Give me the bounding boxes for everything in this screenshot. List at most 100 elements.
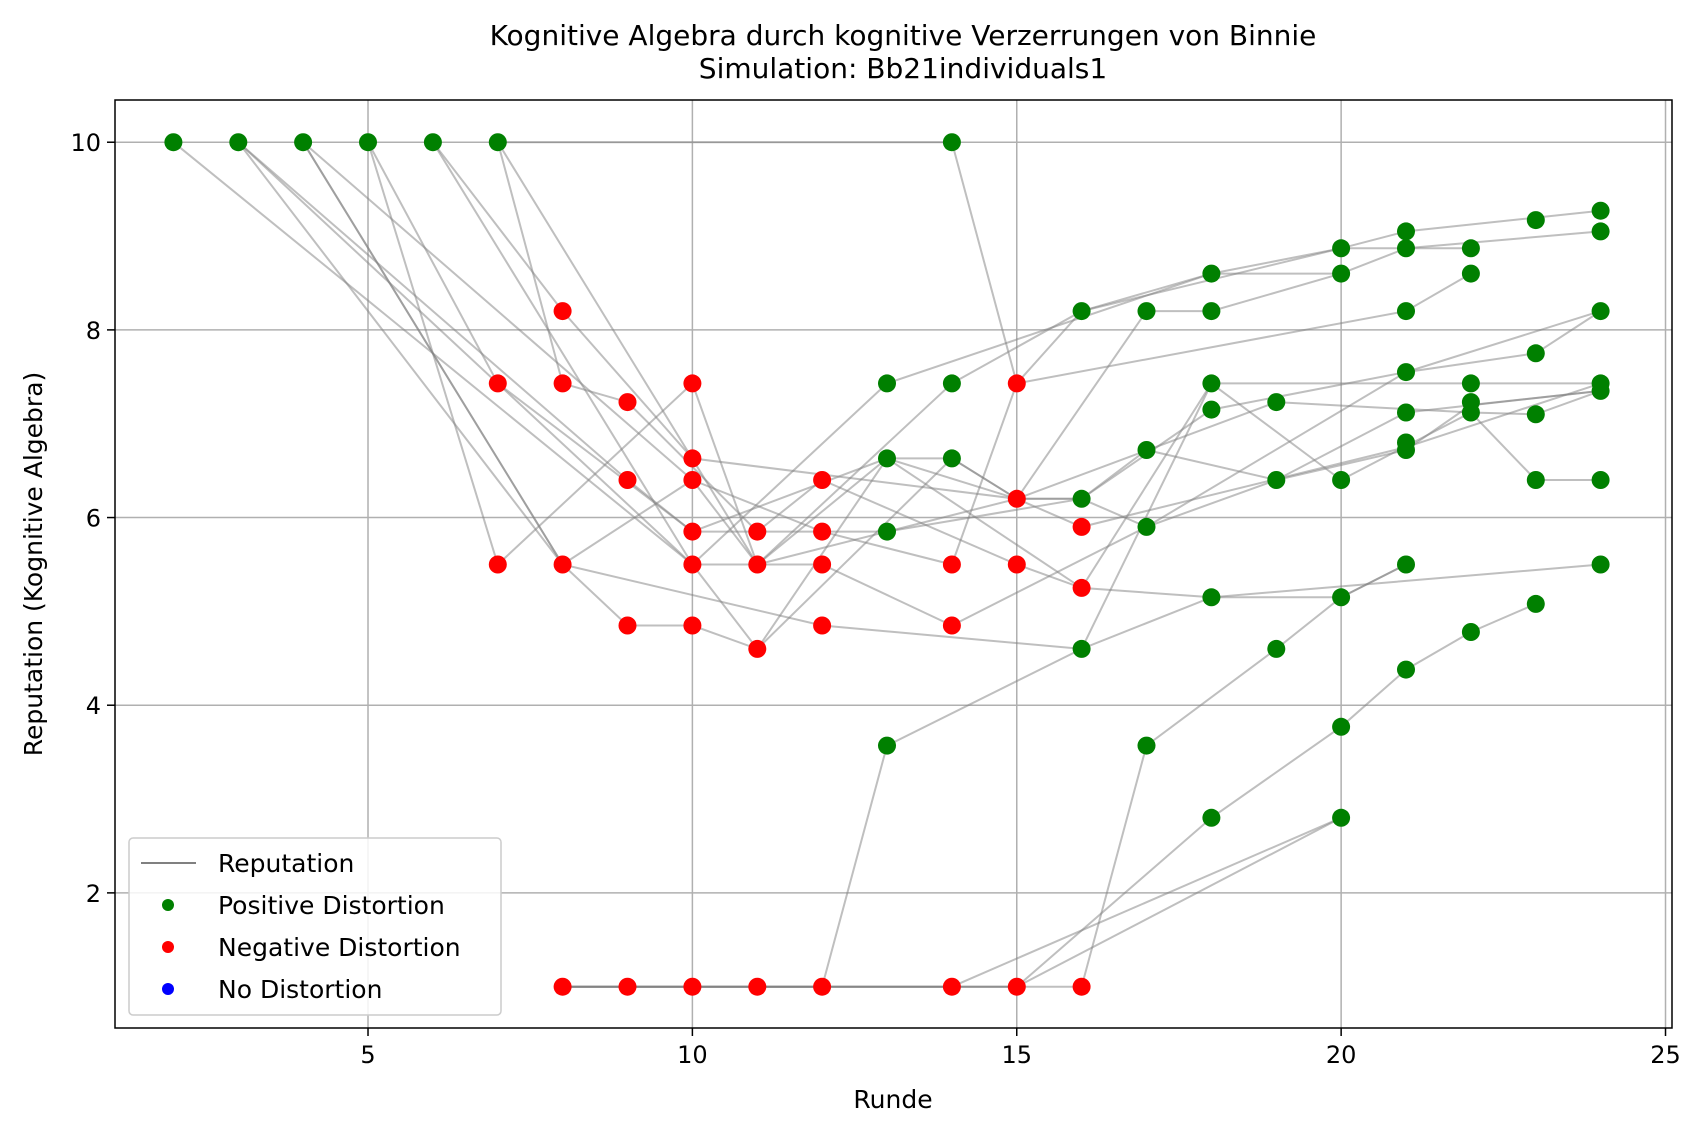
- y-tick-label: 2: [86, 880, 101, 908]
- negative-distortion-point: [813, 555, 832, 574]
- negative-distortion-point: [553, 374, 572, 393]
- y-axis-label: Reputation (Kognitive Algebra): [19, 372, 48, 757]
- positive-distortion-point: [1526, 471, 1545, 489]
- positive-distortion-point: [1591, 381, 1610, 400]
- negative-distortion-point: [618, 977, 637, 996]
- positive-distortion-point: [1397, 363, 1415, 382]
- legend: Reputation Positive Distortion Negative Di…: [128, 837, 502, 1016]
- negative-distortion-point: [488, 374, 507, 393]
- negative-distortion-point: [683, 471, 702, 489]
- negative-distortion-point: [1072, 578, 1091, 597]
- y-tick-label: 6: [86, 505, 101, 533]
- x-axis-ticks: 5 10 15 20 25: [360, 1028, 1681, 1069]
- x-tick-label: 10: [677, 1041, 708, 1069]
- distortion-points: [164, 133, 1610, 996]
- negative-distortion-point: [683, 374, 702, 393]
- positive-distortion-point: [1137, 302, 1156, 321]
- negative-distortion-point: [1007, 977, 1026, 996]
- positive-distortion-point: [878, 449, 896, 468]
- negative-distortion-point: [1007, 489, 1026, 508]
- negative-distortion-point: [553, 302, 572, 321]
- positive-distortion-point: [942, 133, 961, 152]
- x-tick-label: 25: [1650, 1041, 1681, 1069]
- legend-label: Negative Distortion: [218, 933, 461, 962]
- positive-distortion-point: [1332, 239, 1351, 258]
- positive-distortion-point: [1202, 400, 1221, 419]
- positive-distortion-point: [942, 449, 961, 468]
- legend-label: Positive Distortion: [218, 891, 445, 920]
- negative-distortion-point: [748, 522, 767, 541]
- positive-distortion-point: [423, 133, 442, 152]
- reputation-series-line: [562, 816, 1342, 988]
- positive-distortion-point: [1137, 517, 1156, 536]
- negative-distortion-point: [618, 616, 637, 635]
- positive-distortion-point: [1397, 660, 1415, 679]
- negative-distortion-point: [748, 555, 767, 574]
- positive-distortion-point: [1072, 302, 1091, 321]
- chart-subtitle: Simulation: Bb21individuals1: [699, 52, 1107, 85]
- positive-distortion-point: [1137, 441, 1156, 459]
- x-axis-label: Runde: [853, 1085, 932, 1114]
- positive-distortion-point: [1461, 374, 1480, 393]
- negative-distortion-point: [553, 977, 572, 996]
- negative-distortion-point: [813, 522, 832, 541]
- negative-distortion-point: [748, 977, 767, 996]
- legend-box: [128, 837, 502, 1016]
- x-tick-label: 15: [1001, 1041, 1032, 1069]
- positive-distortion-point: [1591, 471, 1610, 489]
- negative-distortion-point: [1007, 555, 1026, 574]
- positive-distortion-point: [1591, 555, 1610, 574]
- negative-distortion-point: [683, 449, 702, 468]
- y-tick-label: 10: [70, 129, 101, 157]
- y-tick-label: 4: [86, 692, 101, 720]
- positive-distortion-point: [942, 374, 961, 393]
- positive-distortion-point: [1397, 302, 1415, 321]
- positive-distortion-point: [1332, 588, 1351, 607]
- negative-distortion-point: [1072, 517, 1091, 536]
- positive-distortion-point: [1397, 222, 1415, 241]
- legend-dot-swatch: [162, 899, 174, 911]
- positive-distortion-point: [1591, 222, 1610, 241]
- positive-distortion-point: [294, 133, 313, 152]
- negative-distortion-point: [942, 616, 961, 635]
- negative-distortion-point: [683, 977, 702, 996]
- positive-distortion-point: [1072, 489, 1091, 508]
- reputation-series-line: [562, 602, 1537, 988]
- positive-distortion-point: [1461, 623, 1480, 641]
- positive-distortion-point: [1267, 471, 1286, 489]
- negative-distortion-point: [942, 555, 961, 574]
- reputation-series-line: [302, 141, 1602, 651]
- positive-distortion-point: [1202, 374, 1221, 393]
- x-tick-label: 5: [360, 1041, 375, 1069]
- negative-distortion-point: [488, 555, 507, 574]
- negative-distortion-point: [942, 977, 961, 996]
- positive-distortion-point: [1591, 302, 1610, 321]
- plot-frame: [114, 99, 1673, 1029]
- positive-distortion-point: [1397, 239, 1415, 258]
- legend-dot-swatch: [162, 941, 174, 953]
- y-axis-ticks: 2 4 6 8 10: [70, 129, 115, 908]
- positive-distortion-point: [1591, 201, 1610, 220]
- x-tick-label: 20: [1326, 1041, 1357, 1069]
- positive-distortion-point: [1332, 808, 1351, 827]
- positive-distortion-point: [1267, 639, 1286, 658]
- chart-title: Kognitive Algebra durch kognitive Verzer…: [490, 19, 1317, 52]
- positive-distortion-point: [878, 374, 896, 393]
- reputation-series-line: [496, 141, 1601, 566]
- negative-distortion-point: [683, 522, 702, 541]
- positive-distortion-point: [1202, 302, 1221, 321]
- negative-distortion-point: [618, 393, 637, 412]
- positive-distortion-point: [488, 133, 507, 152]
- negative-distortion-point: [813, 471, 832, 489]
- positive-distortion-point: [1267, 393, 1286, 412]
- positive-distortion-point: [1526, 594, 1545, 613]
- negative-distortion-point: [683, 616, 702, 635]
- positive-distortion-point: [1526, 344, 1545, 363]
- positive-distortion-point: [1202, 588, 1221, 607]
- positive-distortion-point: [878, 522, 896, 541]
- positive-distortion-point: [164, 133, 183, 152]
- reputation-series-line: [237, 141, 1601, 566]
- negative-distortion-point: [1007, 374, 1026, 393]
- reputation-series-line: [496, 141, 1407, 599]
